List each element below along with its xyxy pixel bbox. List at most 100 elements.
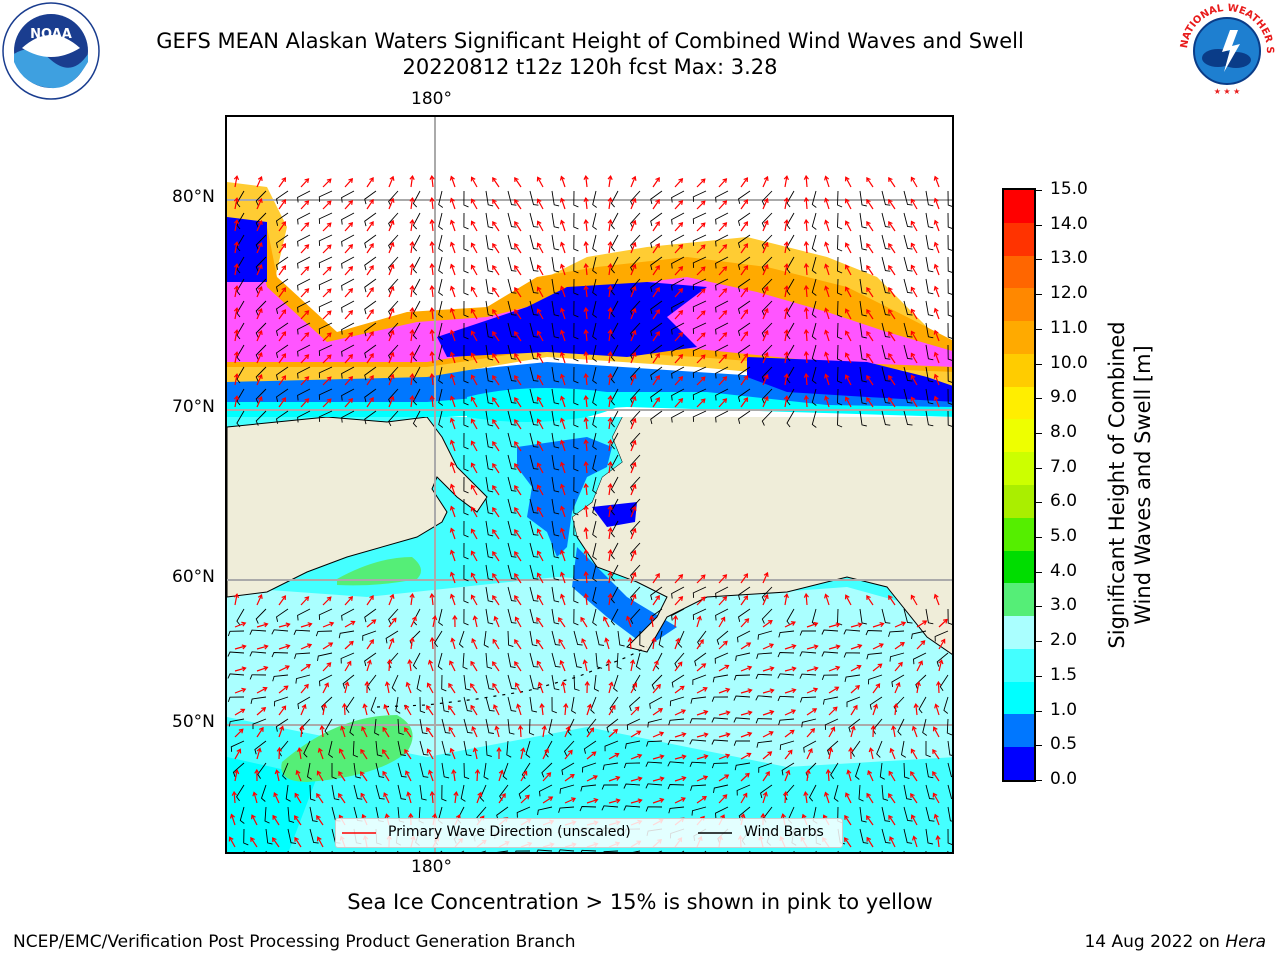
wind-barb — [947, 608, 952, 625]
wind-barb — [734, 762, 751, 771]
wind-barb — [551, 388, 560, 405]
wave-arrow-head — [607, 328, 613, 335]
wave-arrow-head — [281, 265, 287, 271]
wind-barb — [903, 322, 913, 338]
wave-arrow-head — [429, 240, 435, 246]
wind-barb — [331, 763, 337, 780]
wind-barb — [736, 784, 751, 796]
wave-direction-arrow — [652, 684, 661, 694]
wave-direction-arrow — [674, 685, 685, 694]
wave-direction-arrow — [322, 376, 332, 386]
wind-barb — [236, 410, 245, 428]
wave-arrow-head — [384, 813, 390, 819]
wave-arrow-head — [369, 330, 374, 336]
wave-direction-arrow — [784, 729, 795, 738]
wind-barb — [255, 366, 267, 382]
wind-barb — [573, 652, 582, 669]
wave-arrow-head — [470, 572, 476, 578]
wind-barb — [837, 410, 843, 428]
wave-direction-arrow — [560, 506, 566, 518]
wave-direction-arrow — [866, 199, 874, 210]
wave-direction-arrow — [514, 529, 522, 540]
wave-direction-arrow — [740, 331, 748, 342]
wave-direction-arrow — [580, 617, 588, 628]
wave-direction-arrow — [825, 220, 830, 232]
wind-barb — [275, 388, 289, 402]
wave-arrow-head — [625, 615, 631, 621]
wave-direction-arrow — [696, 663, 706, 672]
wave-direction-arrow — [405, 770, 412, 782]
wind-barb — [397, 740, 406, 756]
wave-arrow-head — [870, 724, 877, 730]
wave-arrow-head — [233, 197, 240, 203]
wave-arrow-head — [583, 350, 589, 356]
wind-barb — [529, 454, 539, 470]
wave-arrow-head — [492, 462, 497, 468]
wave-direction-arrow — [410, 352, 414, 364]
wind-barb — [737, 300, 751, 314]
wave-direction-arrow — [256, 666, 268, 672]
wave-direction-arrow — [916, 660, 923, 672]
wave-arrow-head — [866, 220, 871, 226]
wind-barb — [341, 190, 355, 203]
wave-arrow-head — [369, 286, 374, 292]
wave-direction-arrow — [696, 310, 706, 320]
wind-barb — [881, 366, 891, 382]
wind-barb — [507, 366, 517, 382]
wave-arrow-head — [631, 263, 637, 269]
wind-barb — [692, 234, 707, 246]
wind-barb — [837, 234, 843, 252]
wind-barb — [843, 652, 861, 658]
wave-arrow-head — [844, 286, 850, 292]
wind-barb — [859, 190, 867, 207]
wave-direction-arrow — [471, 551, 478, 562]
wave-arrow-head — [517, 724, 524, 730]
wave-direction-arrow — [388, 396, 394, 408]
wind-barb — [947, 278, 952, 295]
colorbar-segment — [1004, 255, 1034, 289]
wave-direction-arrow — [450, 374, 456, 386]
wave-arrow-head — [824, 263, 830, 269]
wind-barb — [592, 476, 597, 494]
wind-barb — [297, 212, 311, 225]
wind-barb — [947, 234, 952, 251]
wave-arrow-head — [888, 352, 893, 358]
wave-direction-arrow — [322, 662, 332, 672]
wind-barb — [903, 828, 913, 844]
wind-barb — [318, 388, 333, 400]
wave-arrow-head — [472, 615, 478, 621]
wave-arrow-head — [257, 285, 263, 291]
wave-direction-arrow — [762, 352, 769, 364]
wave-arrow-head — [470, 308, 476, 314]
wind-barb — [630, 608, 641, 624]
wave-arrow-head — [631, 219, 637, 225]
wave-arrow-head — [769, 688, 775, 694]
colorbar-tick — [1034, 467, 1042, 469]
wave-arrow-head — [449, 219, 455, 225]
colorbar-tick-label: 0.0 — [1050, 769, 1078, 789]
wind-barb — [438, 234, 444, 252]
wave-direction-arrow — [674, 797, 686, 804]
wave-direction-arrow — [474, 616, 478, 628]
wave-direction-arrow — [344, 621, 355, 628]
wind-barb — [689, 718, 707, 724]
wave-arrow-head — [844, 396, 850, 402]
wave-direction-arrow — [251, 814, 258, 826]
wind-barb — [671, 344, 685, 357]
wind-barb — [485, 300, 494, 317]
wave-direction-arrow — [888, 771, 896, 782]
wave-arrow-head — [844, 198, 850, 204]
wave-direction-arrow — [471, 397, 478, 408]
wave-arrow-head — [608, 681, 614, 687]
wave-arrow-head — [409, 306, 415, 312]
wave-direction-arrow — [256, 396, 263, 408]
colorbar-segment — [1004, 288, 1034, 322]
wind-barb — [658, 630, 664, 648]
wave-direction-arrow — [762, 242, 769, 254]
wave-direction-arrow — [273, 792, 280, 804]
wind-barb — [844, 674, 861, 682]
wind-barb — [287, 806, 295, 823]
wave-direction-arrow — [937, 681, 940, 694]
wave-direction-arrow — [608, 705, 616, 716]
wind-barb — [275, 300, 289, 314]
